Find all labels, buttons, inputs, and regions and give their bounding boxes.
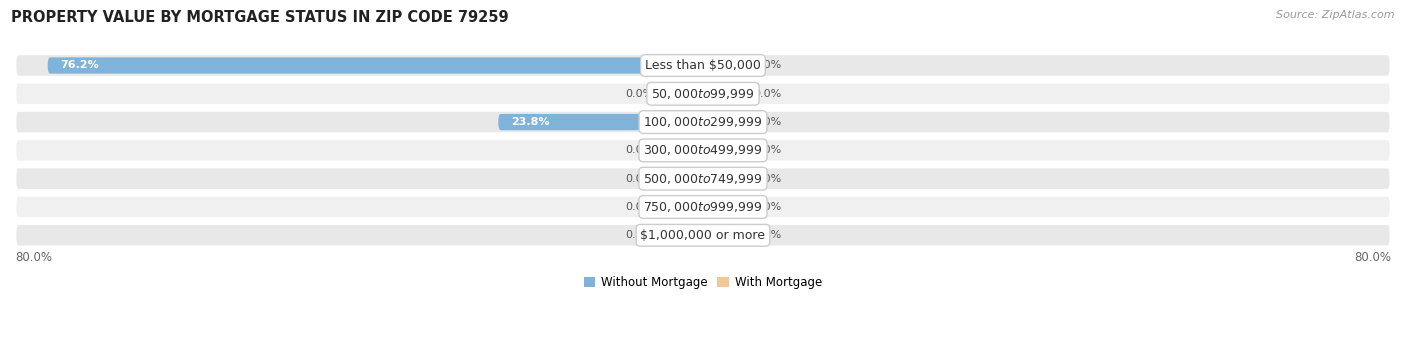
Legend: Without Mortgage, With Mortgage: Without Mortgage, With Mortgage bbox=[579, 271, 827, 294]
FancyBboxPatch shape bbox=[703, 142, 747, 159]
FancyBboxPatch shape bbox=[659, 227, 703, 243]
FancyBboxPatch shape bbox=[703, 57, 747, 74]
FancyBboxPatch shape bbox=[48, 57, 703, 74]
FancyBboxPatch shape bbox=[15, 195, 1391, 219]
Text: $1,000,000 or more: $1,000,000 or more bbox=[641, 229, 765, 242]
Text: 76.2%: 76.2% bbox=[60, 60, 100, 71]
FancyBboxPatch shape bbox=[15, 54, 1391, 77]
FancyBboxPatch shape bbox=[703, 199, 747, 215]
FancyBboxPatch shape bbox=[498, 114, 703, 130]
Text: PROPERTY VALUE BY MORTGAGE STATUS IN ZIP CODE 79259: PROPERTY VALUE BY MORTGAGE STATUS IN ZIP… bbox=[11, 10, 509, 25]
Text: $500,000 to $749,999: $500,000 to $749,999 bbox=[644, 172, 762, 186]
FancyBboxPatch shape bbox=[659, 170, 703, 187]
Text: 0.0%: 0.0% bbox=[624, 174, 654, 184]
FancyBboxPatch shape bbox=[703, 86, 747, 102]
Text: 0.0%: 0.0% bbox=[752, 202, 782, 212]
Text: Source: ZipAtlas.com: Source: ZipAtlas.com bbox=[1277, 10, 1395, 20]
Text: 0.0%: 0.0% bbox=[624, 230, 654, 240]
Text: 0.0%: 0.0% bbox=[624, 89, 654, 99]
FancyBboxPatch shape bbox=[703, 114, 747, 130]
FancyBboxPatch shape bbox=[15, 167, 1391, 190]
Text: 0.0%: 0.0% bbox=[752, 230, 782, 240]
FancyBboxPatch shape bbox=[703, 170, 747, 187]
Text: 23.8%: 23.8% bbox=[512, 117, 550, 127]
Text: 0.0%: 0.0% bbox=[624, 202, 654, 212]
FancyBboxPatch shape bbox=[15, 110, 1391, 134]
FancyBboxPatch shape bbox=[659, 199, 703, 215]
Text: 80.0%: 80.0% bbox=[15, 251, 52, 264]
FancyBboxPatch shape bbox=[15, 82, 1391, 105]
Text: Less than $50,000: Less than $50,000 bbox=[645, 59, 761, 72]
Text: 0.0%: 0.0% bbox=[752, 117, 782, 127]
FancyBboxPatch shape bbox=[659, 86, 703, 102]
Text: 0.0%: 0.0% bbox=[752, 60, 782, 71]
Text: $300,000 to $499,999: $300,000 to $499,999 bbox=[644, 144, 762, 158]
Text: 0.0%: 0.0% bbox=[752, 145, 782, 155]
FancyBboxPatch shape bbox=[15, 139, 1391, 162]
FancyBboxPatch shape bbox=[703, 227, 747, 243]
Text: $50,000 to $99,999: $50,000 to $99,999 bbox=[651, 87, 755, 101]
FancyBboxPatch shape bbox=[659, 142, 703, 159]
Text: 80.0%: 80.0% bbox=[1354, 251, 1391, 264]
Text: $100,000 to $299,999: $100,000 to $299,999 bbox=[644, 115, 762, 129]
FancyBboxPatch shape bbox=[15, 224, 1391, 247]
Text: 0.0%: 0.0% bbox=[752, 89, 782, 99]
Text: 0.0%: 0.0% bbox=[752, 174, 782, 184]
Text: $750,000 to $999,999: $750,000 to $999,999 bbox=[644, 200, 762, 214]
Text: 0.0%: 0.0% bbox=[624, 145, 654, 155]
